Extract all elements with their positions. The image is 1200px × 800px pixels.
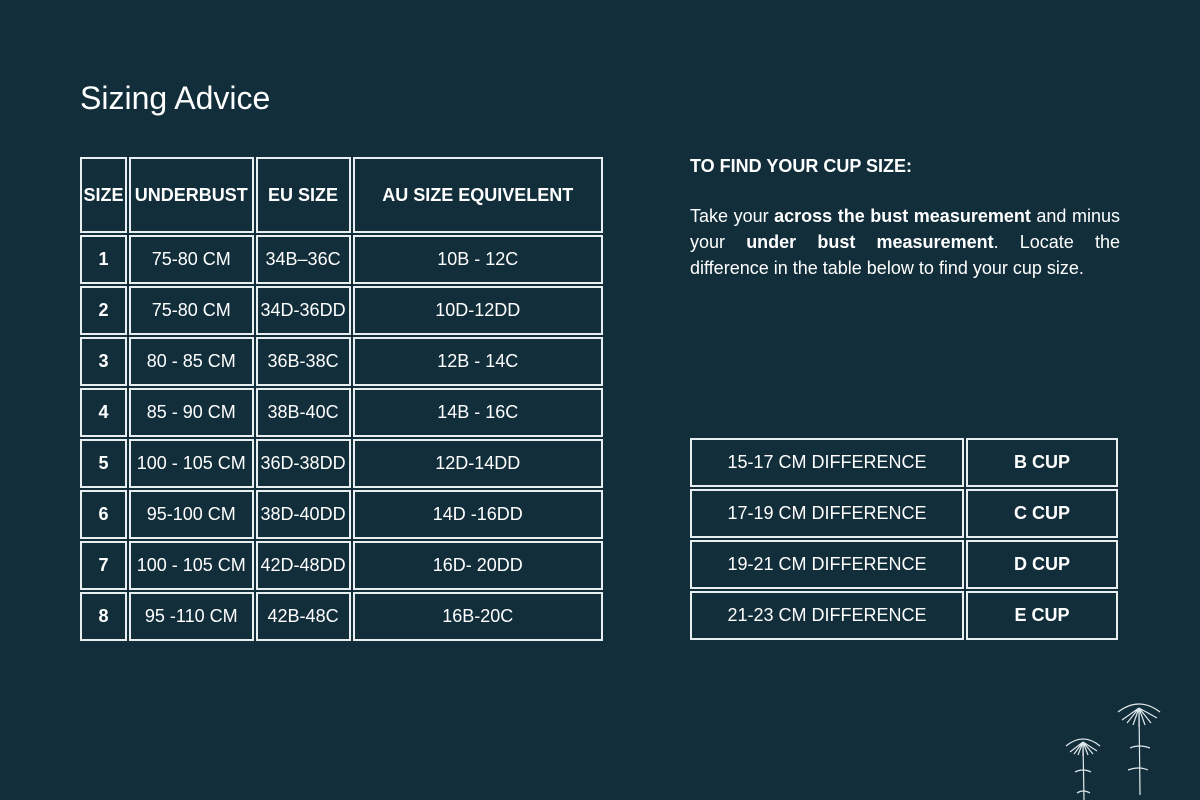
table-cell: 7 <box>80 541 127 590</box>
table-cell: 42B-48C <box>255 592 351 641</box>
size-table: SIZE UNDERBUST EU SIZE AU SIZE EQUIVELEN… <box>78 155 605 643</box>
table-cell: 12D-14DD <box>352 439 603 488</box>
table-cell: 10B - 12C <box>352 235 603 284</box>
table-cell: 34D-36DD <box>255 286 351 335</box>
table-cell: 8 <box>80 592 127 641</box>
table-cell: 95-100 CM <box>128 490 254 539</box>
table-cell: 2 <box>80 286 127 335</box>
table-cell: 95 -110 CM <box>128 592 254 641</box>
cup-row: 21-23 CM DIFFERENCE E CUP <box>690 591 1118 640</box>
page-title: Sizing Advice <box>80 80 271 116</box>
table-cell: 100 - 105 CM <box>128 541 254 590</box>
table-cell: 100 - 105 CM <box>128 439 254 488</box>
header-eu-size: EU SIZE <box>255 157 351 233</box>
flower-illustration-icon <box>1065 703 1161 800</box>
advice-text: Take your across the bust measurement an… <box>690 203 1120 281</box>
difference-cell: 21-23 CM DIFFERENCE <box>690 591 964 640</box>
advice-text-part: and minus your <box>690 206 1120 252</box>
advice-text-part: Take your <box>690 206 775 226</box>
table-row: 4 85 - 90 CM 38B-40C 14B - 16C <box>80 388 603 437</box>
table-cell: 10D-12DD <box>352 286 603 335</box>
cup-size-cell: D CUP <box>966 540 1118 589</box>
difference-cell: 19-21 CM DIFFERENCE <box>690 540 964 589</box>
table-cell: 75-80 CM <box>128 286 254 335</box>
table-cell: 38B-40C <box>255 388 351 437</box>
table-cell: 14D -16DD <box>352 490 603 539</box>
table-row: 3 80 - 85 CM 36B-38C 12B - 14C <box>80 337 603 386</box>
cup-size-cell: E CUP <box>966 591 1118 640</box>
cup-size-cell: C CUP <box>966 489 1118 538</box>
difference-cell: 17-19 CM DIFFERENCE <box>690 489 964 538</box>
advice-heading: TO FIND YOUR CUP SIZE: <box>690 156 913 176</box>
advice-text-part: . Locate the difference in the table bel… <box>690 232 1120 278</box>
table-row: 6 95-100 CM 38D-40DD 14D -16DD <box>80 490 603 539</box>
table-cell: 75-80 CM <box>128 235 254 284</box>
cup-size-advice: TO FIND YOUR CUP SIZE: Take your across … <box>690 156 1120 281</box>
advice-bold-part: across the bust measurement <box>774 206 1031 226</box>
cup-row: 19-21 CM DIFFERENCE D CUP <box>690 540 1118 589</box>
difference-cell: 15-17 CM DIFFERENCE <box>690 438 964 487</box>
table-cell: 16B-20C <box>352 592 603 641</box>
table-cell: 3 <box>80 337 127 386</box>
header-size: SIZE <box>80 157 127 233</box>
table-cell: 36B-38C <box>255 337 351 386</box>
cup-size-cell: B CUP <box>966 438 1118 487</box>
table-cell: 16D- 20DD <box>352 541 603 590</box>
table-row: 5 100 - 105 CM 36D-38DD 12D-14DD <box>80 439 603 488</box>
cup-row: 15-17 CM DIFFERENCE B CUP <box>690 438 1118 487</box>
header-underbust: UNDERBUST <box>128 157 254 233</box>
table-cell: 36D-38DD <box>255 439 351 488</box>
table-row: 1 75-80 CM 34B–36C 10B - 12C <box>80 235 603 284</box>
cup-row: 17-19 CM DIFFERENCE C CUP <box>690 489 1118 538</box>
table-cell: 42D-48DD <box>255 541 351 590</box>
table-row: 7 100 - 105 CM 42D-48DD 16D- 20DD <box>80 541 603 590</box>
table-cell: 80 - 85 CM <box>128 337 254 386</box>
table-header-row: SIZE UNDERBUST EU SIZE AU SIZE EQUIVELEN… <box>80 157 603 233</box>
table-cell: 5 <box>80 439 127 488</box>
table-cell: 38D-40DD <box>255 490 351 539</box>
cup-table: 15-17 CM DIFFERENCE B CUP 17-19 CM DIFFERE… <box>688 436 1120 642</box>
table-cell: 85 - 90 CM <box>128 388 254 437</box>
table-row: 2 75-80 CM 34D-36DD 10D-12DD <box>80 286 603 335</box>
table-cell: 1 <box>80 235 127 284</box>
table-cell: 6 <box>80 490 127 539</box>
table-cell: 4 <box>80 388 127 437</box>
table-cell: 34B–36C <box>255 235 351 284</box>
table-row: 8 95 -110 CM 42B-48C 16B-20C <box>80 592 603 641</box>
table-cell: 14B - 16C <box>352 388 603 437</box>
header-au-size: AU SIZE EQUIVELENT <box>352 157 603 233</box>
table-cell: 12B - 14C <box>352 337 603 386</box>
advice-bold-part: under bust measurement <box>746 232 994 252</box>
